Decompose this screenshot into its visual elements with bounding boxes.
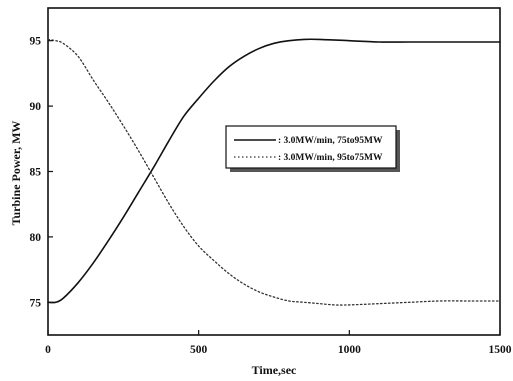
y-axis-label: Turbine Power, MW bbox=[9, 121, 23, 226]
legend: : 3.0MW/min, 75to95MW : 3.0MW/min, 95to7… bbox=[225, 125, 400, 172]
x-tick-label: 0 bbox=[45, 344, 51, 356]
series-layer bbox=[47, 38, 501, 306]
tick-layer: 0 500 1000 1500 75 80 85 90 95 bbox=[30, 36, 512, 356]
legend-box bbox=[225, 125, 397, 169]
y-tick-label: 90 bbox=[30, 101, 42, 113]
series-line-2 bbox=[47, 38, 501, 306]
y-tick-label: 80 bbox=[30, 232, 42, 244]
x-axis-label: Time,sec bbox=[252, 363, 297, 377]
legend-label-series-1: : 3.0MW/min, 75to95MW bbox=[278, 136, 383, 146]
x-tick-label: 500 bbox=[190, 344, 208, 356]
x-tick-label: 1500 bbox=[489, 344, 512, 356]
x-tick-label: 1000 bbox=[338, 344, 361, 356]
series-line-1 bbox=[47, 38, 501, 304]
y-tick-label: 85 bbox=[30, 167, 42, 179]
legend-label-series-2: : 3.0MW/min, 95to75MW bbox=[278, 153, 383, 163]
y-tick-label: 95 bbox=[30, 36, 42, 48]
y-tick-label: 75 bbox=[30, 297, 42, 309]
